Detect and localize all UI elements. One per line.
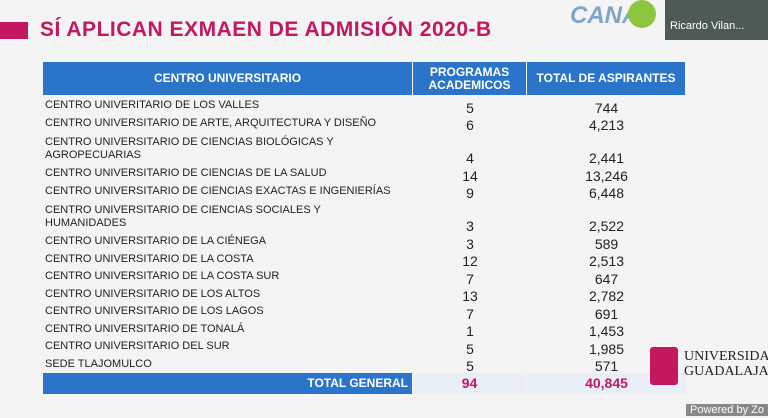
programs: 1	[466, 323, 474, 339]
applicants: 2,441	[588, 150, 625, 166]
programs: 5	[466, 358, 474, 374]
applicants: 571	[594, 358, 619, 374]
programs: 7	[466, 270, 474, 287]
accent-bar	[0, 22, 28, 39]
applicants: 589	[594, 235, 619, 252]
programs: 14	[462, 167, 478, 184]
total-programs: 94	[413, 373, 526, 394]
row-name: SEDE TLAJOMULCO	[45, 357, 152, 370]
row-name: CENTRO UNIVERSITARIO DE LA COSTA	[45, 252, 254, 265]
channel-logo: CANAL	[570, 0, 662, 34]
applicants: 2,782	[588, 288, 625, 304]
row-name: CENTRO UNIVERITARIO DE LOS VALLES	[45, 99, 260, 112]
applicants: 4,213	[588, 117, 625, 133]
row-name: CENTRO UNIVERSITARIO DE LA COSTA SUR	[45, 270, 280, 283]
row-name: CENTRO UNIVERSITARIO DEL SUR	[45, 340, 230, 353]
applicants: 691	[594, 305, 619, 322]
programs: 3	[466, 235, 474, 252]
row-name: CENTRO UNIVERSITARIO DE CIENCIAS DE LA S…	[45, 167, 327, 180]
programs: 4	[466, 150, 474, 166]
column-header: CENTRO UNIVERSITARIO	[43, 62, 412, 95]
table: CENTRO UNIVERSITARIO PROGRAMAS ACADEMICOS…	[43, 62, 686, 398]
applicants: 2,522	[588, 218, 625, 234]
row-name: CENTRO UNIVERSITARIO DE CIENCIAS BIOLÓGI…	[45, 135, 334, 161]
total-applicants: 40,845	[527, 373, 686, 394]
participant-video: Ricardo Vilan...	[665, 0, 768, 40]
university-logo: UNIVERSIDAD GUADALAJA	[650, 345, 768, 395]
total-label: TOTAL GENERAL	[43, 373, 412, 394]
programs: 12	[462, 253, 478, 269]
column-header: TOTAL DE ASPIRANTES	[527, 62, 685, 95]
row-name: CENTRO UNIVERSITARIO DE ARTE, ARQUITECTU…	[45, 116, 377, 129]
row-name: CENTRO UNIVERSITARIO DE TONALÁ	[45, 322, 245, 335]
title: SÍ APLICAN EXMAEN DE ADMISIÓN 2020-B	[40, 18, 492, 41]
column-header: PROGRAMAS ACADEMICOS	[413, 62, 526, 95]
programs: 9	[466, 185, 474, 201]
programs: 5	[466, 99, 474, 116]
applicants: 2,513	[588, 253, 625, 269]
applicants: 1,985	[588, 340, 625, 357]
row-name: CENTRO UNIVERSITARIO DE LOS ALTOS	[45, 287, 261, 300]
university-name: UNIVERSIDAD GUADALAJA	[684, 349, 768, 379]
participant-name: Ricardo Vilan...	[670, 20, 745, 32]
row-name: CENTRO UNIVERSITARIO DE LA CIÉNEGA	[45, 235, 267, 248]
row-name: CENTRO UNIVERSITARIO DE LOS LAGOS	[45, 305, 264, 318]
applicants: 6,448	[588, 185, 625, 201]
programs: 7	[466, 305, 474, 322]
applicants: 13,246	[585, 167, 628, 184]
applicants: 647	[594, 270, 619, 287]
crest	[650, 347, 678, 385]
logo-circle	[628, 0, 656, 28]
applicants: 1,453	[588, 323, 625, 339]
programs: 6	[466, 117, 474, 133]
programs: 3	[466, 218, 474, 234]
programs: 5	[466, 340, 474, 357]
powered-by: Powered by Zo	[686, 404, 768, 416]
applicants: 744	[594, 99, 619, 116]
programs: 13	[462, 288, 478, 304]
row-name: CENTRO UNIVERSITARIO DE CIENCIAS EXACTAS…	[45, 184, 391, 197]
row-name: CENTRO UNIVERSITARIO DE CIENCIAS SOCIALE…	[45, 203, 321, 229]
